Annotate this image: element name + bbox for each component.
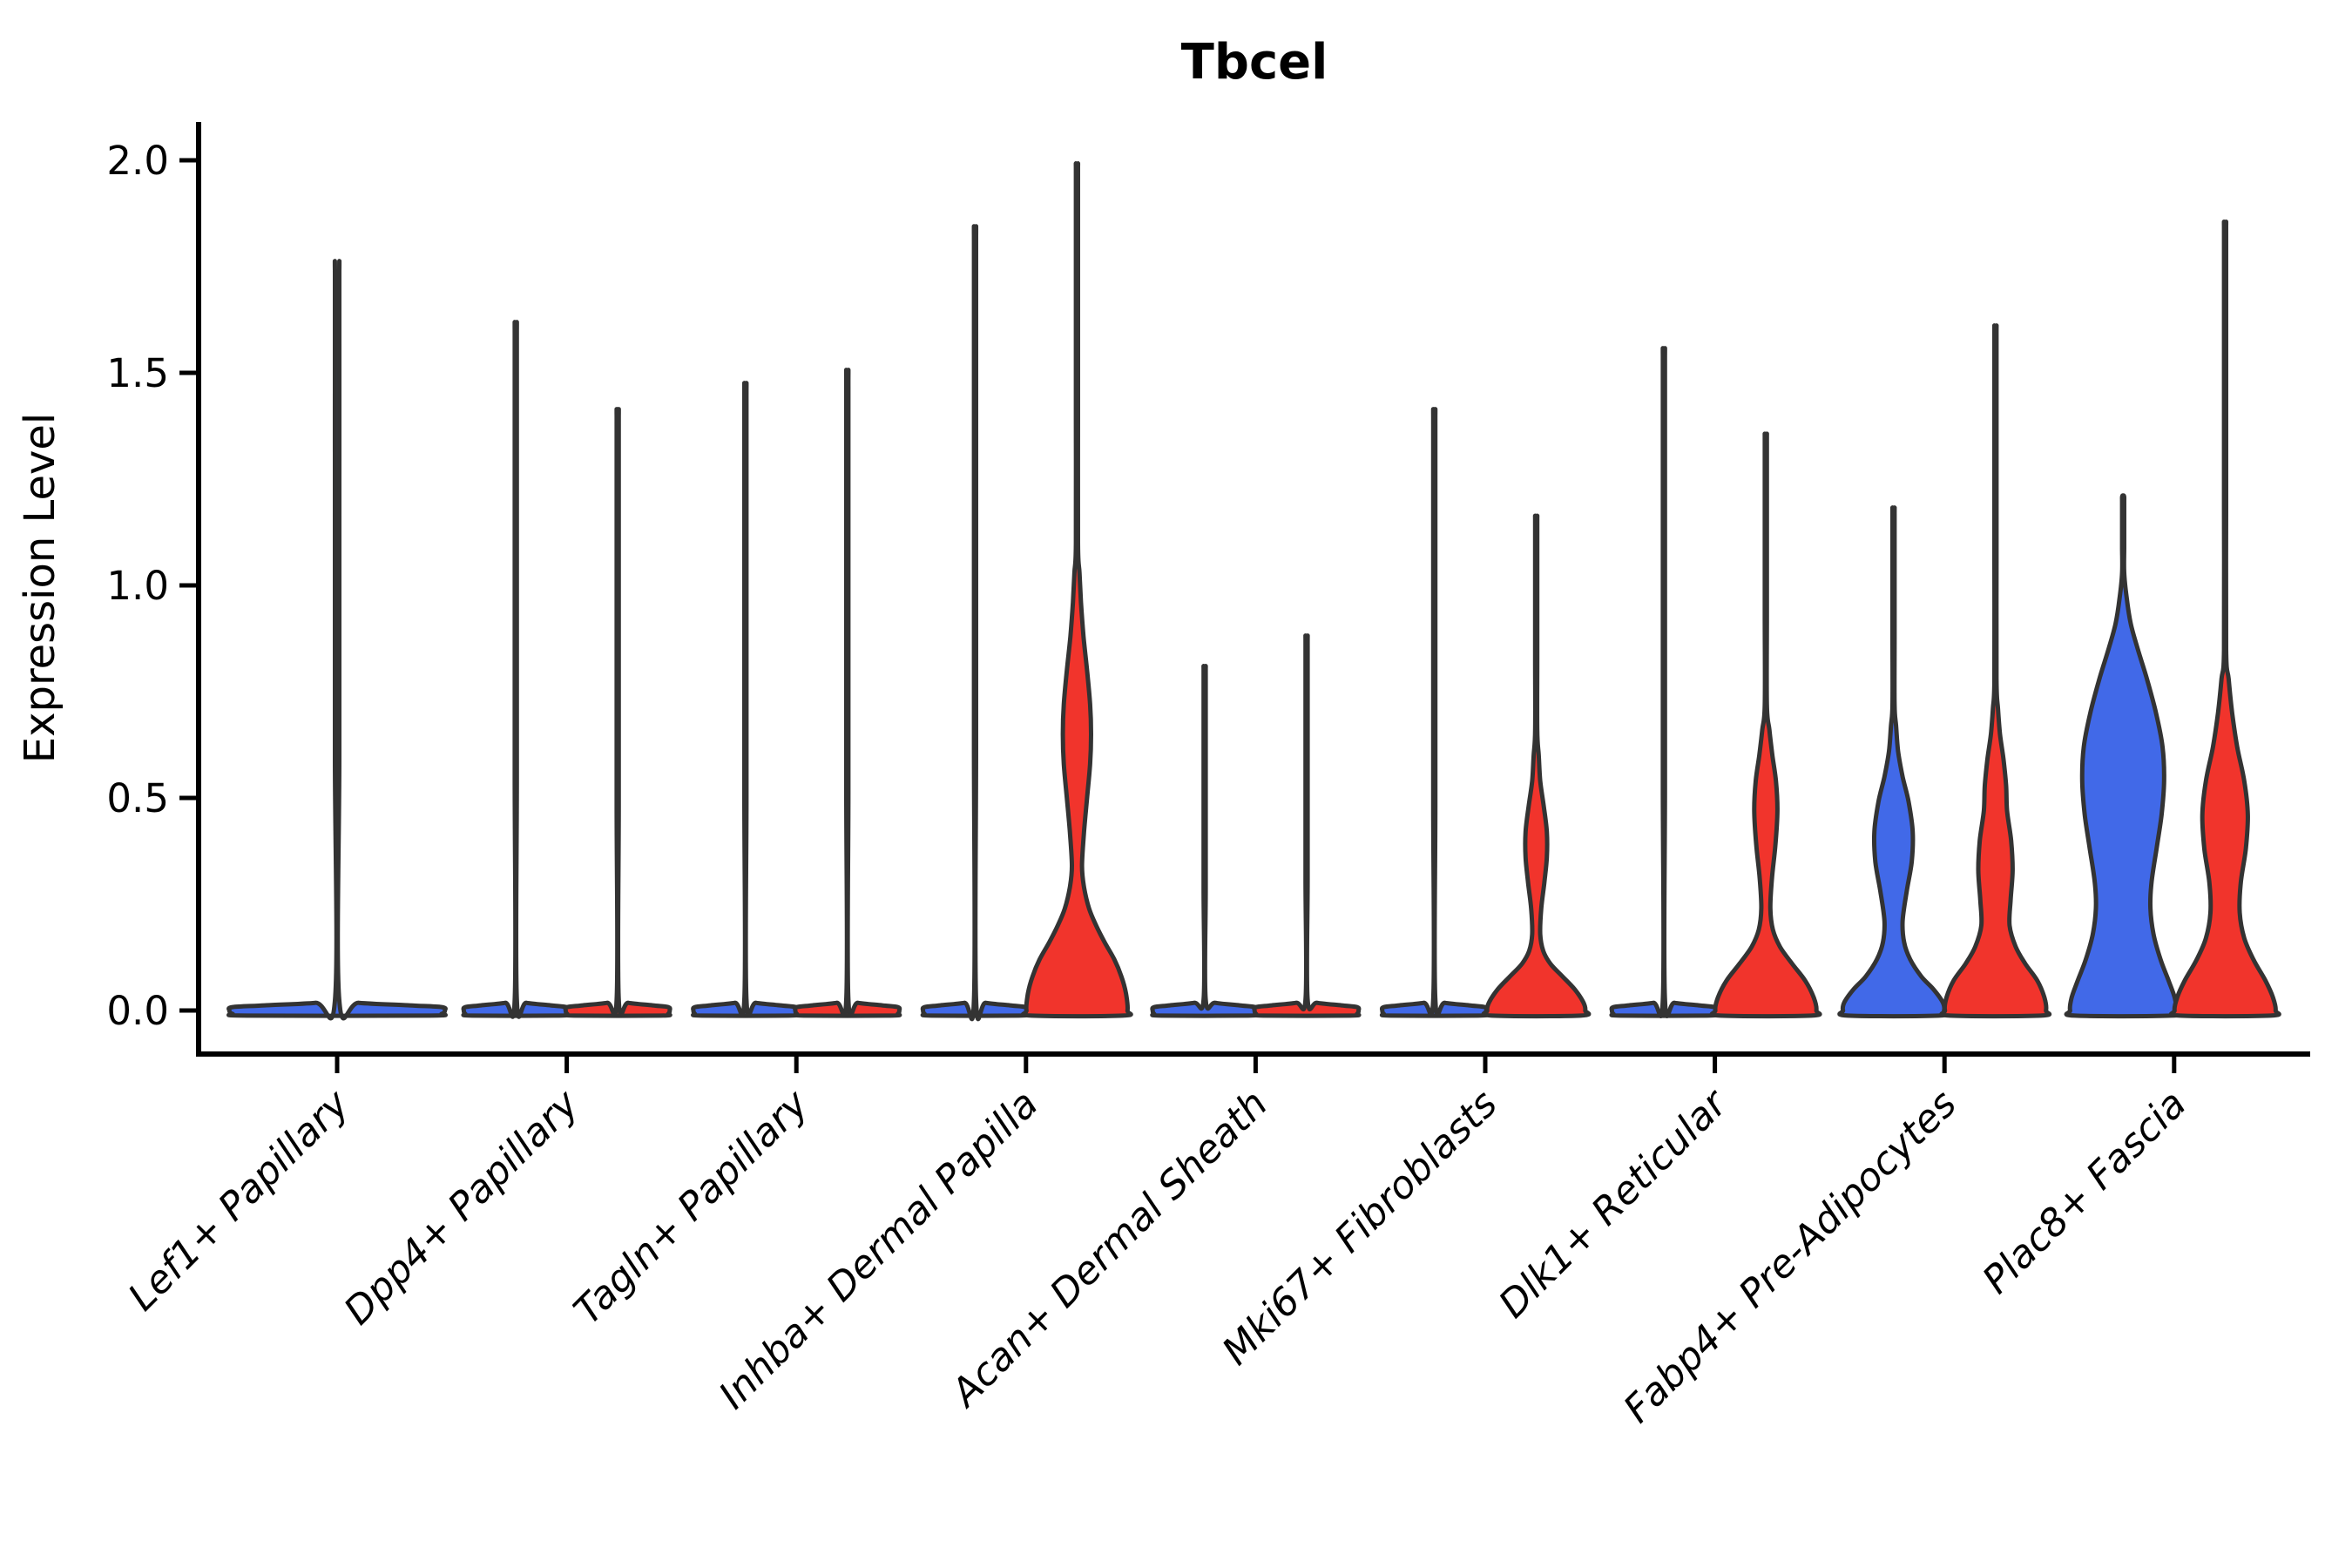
- x-category-label: Dlk1+ Reticular: [1490, 1080, 1737, 1327]
- violin-mki67-fibroblasts-red-condition: [1481, 513, 1592, 1019]
- violin-tagln-papillary-blue-condition: [691, 381, 801, 1018]
- violin-mki67-fibroblasts-blue-condition: [1379, 407, 1490, 1018]
- violin-dlk1-reticular-blue-condition: [1609, 346, 1719, 1018]
- violin-inhba-dermal-papilla-red-condition: [1020, 161, 1133, 1019]
- violin-acan-dermal-sheath-red-condition: [1252, 633, 1362, 1018]
- y-tick-label: 0.0: [106, 988, 169, 1034]
- axes-layer: [179, 122, 2310, 1073]
- violin-inhba-dermal-papilla-blue-condition: [920, 224, 1030, 1022]
- y-tick-label: 1.5: [106, 350, 169, 396]
- x-category-label: Plac8+ Fascia: [1974, 1082, 2194, 1302]
- violin-acan-dermal-sheath-blue-condition: [1150, 664, 1260, 1018]
- y-tick-label: 1.0: [106, 563, 169, 609]
- violins-layer: [226, 161, 2281, 1022]
- violin-dpp4-papillary-blue-condition: [461, 320, 571, 1019]
- violin-lef1-papillary-blue-condition: [226, 259, 448, 1021]
- violin-plac8-fascia-red-condition: [2168, 220, 2281, 1019]
- x-category-label: Lef1+ Papillary: [120, 1081, 359, 1320]
- y-tick-label: 2.0: [106, 138, 169, 184]
- chart-title: Tbcel: [1181, 34, 1328, 91]
- y-tick-label: 0.5: [106, 775, 169, 821]
- violin-fabp4-pre-adipocytes-red-condition: [1939, 323, 2052, 1019]
- violin-tagln-papillary-red-condition: [793, 368, 902, 1018]
- violin-plac8-fascia-blue-condition: [2064, 493, 2183, 1019]
- violin-fabp4-pre-adipocytes-blue-condition: [1837, 505, 1950, 1019]
- violin-dpp4-papillary-red-condition: [563, 407, 672, 1018]
- violin-dlk1-reticular-red-condition: [1709, 431, 1822, 1019]
- x-category-label: Dpp4+ Papillary: [335, 1081, 588, 1334]
- x-category-label: Tagln+ Papillary: [565, 1081, 817, 1333]
- y-axis-label: Expression Level: [16, 413, 64, 764]
